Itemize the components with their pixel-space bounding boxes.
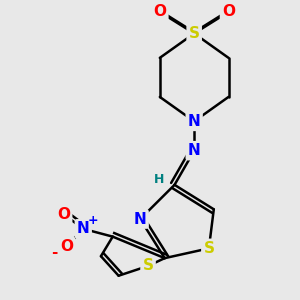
Text: S: S bbox=[189, 26, 200, 41]
Text: N: N bbox=[77, 221, 90, 236]
Text: -: - bbox=[51, 245, 57, 260]
Text: O: O bbox=[57, 207, 70, 222]
Text: H: H bbox=[154, 173, 164, 187]
Text: O: O bbox=[60, 239, 73, 254]
Text: O: O bbox=[153, 4, 166, 20]
Text: N: N bbox=[188, 143, 200, 158]
Text: O: O bbox=[222, 4, 235, 20]
Text: N: N bbox=[188, 114, 200, 129]
Text: +: + bbox=[88, 214, 98, 226]
Text: S: S bbox=[203, 241, 214, 256]
Text: N: N bbox=[134, 212, 147, 226]
Text: S: S bbox=[142, 259, 154, 274]
